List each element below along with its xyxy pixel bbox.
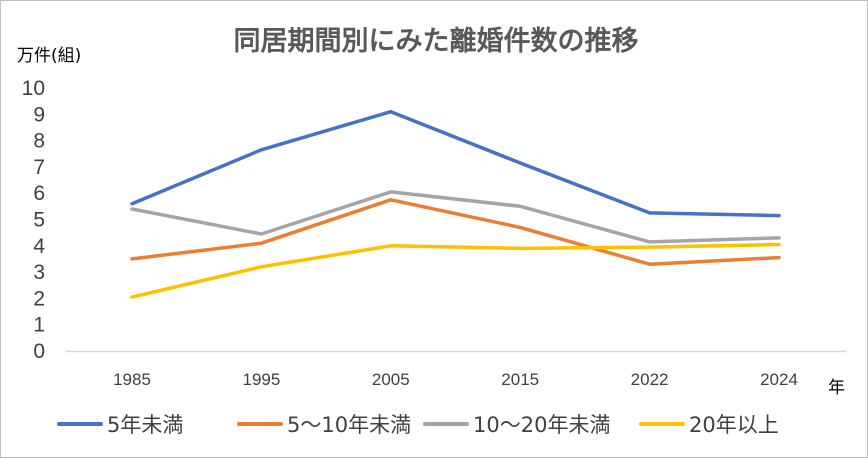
data-point <box>777 243 781 246</box>
data-point <box>130 257 134 261</box>
data-point <box>648 263 651 266</box>
y-tick-label: 7 <box>33 156 45 179</box>
legend-label: 10～20年未満 <box>473 413 610 437</box>
y-tick-label: 1 <box>33 314 45 337</box>
data-point <box>777 214 781 217</box>
x-tick-label: 1985 <box>113 370 151 389</box>
data-point <box>648 245 651 249</box>
data-point <box>519 161 522 165</box>
x-tick-label: 2024 <box>760 370 798 389</box>
data-point <box>130 295 134 299</box>
series-line-4 <box>130 242 781 299</box>
data-point <box>130 207 134 211</box>
data-point <box>777 256 781 259</box>
data-point <box>389 190 392 194</box>
y-tick-label: 0 <box>33 340 45 363</box>
data-point <box>130 202 134 205</box>
data-point <box>389 198 392 201</box>
y-tick-label: 5 <box>33 209 45 232</box>
y-tick-label: 3 <box>33 261 45 284</box>
y-tick-label: 2 <box>33 287 45 310</box>
series-line-3 <box>130 190 781 244</box>
y-tick-label: 4 <box>33 235 45 258</box>
y-axis-ticks: 0 1 2 3 4 5 6 7 8 9 10 <box>22 77 46 363</box>
data-point <box>519 205 522 208</box>
y-tick-label: 10 <box>22 77 45 100</box>
legend-label: 20年以上 <box>689 413 779 437</box>
data-point <box>519 226 522 229</box>
x-axis-ticks: 1985 1995 2005 2015 2022 2024 <box>113 370 798 389</box>
data-point <box>260 241 263 245</box>
series-line-2 <box>130 198 781 266</box>
x-tick-label: 2005 <box>372 370 410 389</box>
y-axis-unit-label: 万件(組) <box>17 46 81 66</box>
legend-label: 5～10年未満 <box>287 413 411 437</box>
data-point <box>519 247 522 250</box>
x-tick-label: 2015 <box>501 370 539 389</box>
x-axis-unit-label: 年 <box>828 378 845 398</box>
data-point <box>777 236 781 240</box>
legend: 5年未満 5～10年未満 10～20年未満 20年以上 <box>57 413 779 437</box>
series-lines <box>130 109 781 299</box>
data-point <box>260 232 263 236</box>
y-tick-label: 8 <box>33 130 45 153</box>
x-tick-label: 2022 <box>631 370 669 389</box>
chart-title: 同居期間別にみた離婚件数の推移 <box>234 25 639 57</box>
data-point <box>260 148 263 152</box>
data-point <box>648 240 651 244</box>
y-tick-label: 9 <box>33 103 45 126</box>
data-point <box>389 110 392 113</box>
y-tick-label: 6 <box>33 182 45 205</box>
x-tick-label: 1995 <box>242 370 280 389</box>
series-line-1 <box>130 109 781 218</box>
data-point <box>260 265 263 269</box>
legend-label: 5年未満 <box>107 413 183 437</box>
data-point <box>389 244 392 247</box>
data-point <box>648 211 651 215</box>
